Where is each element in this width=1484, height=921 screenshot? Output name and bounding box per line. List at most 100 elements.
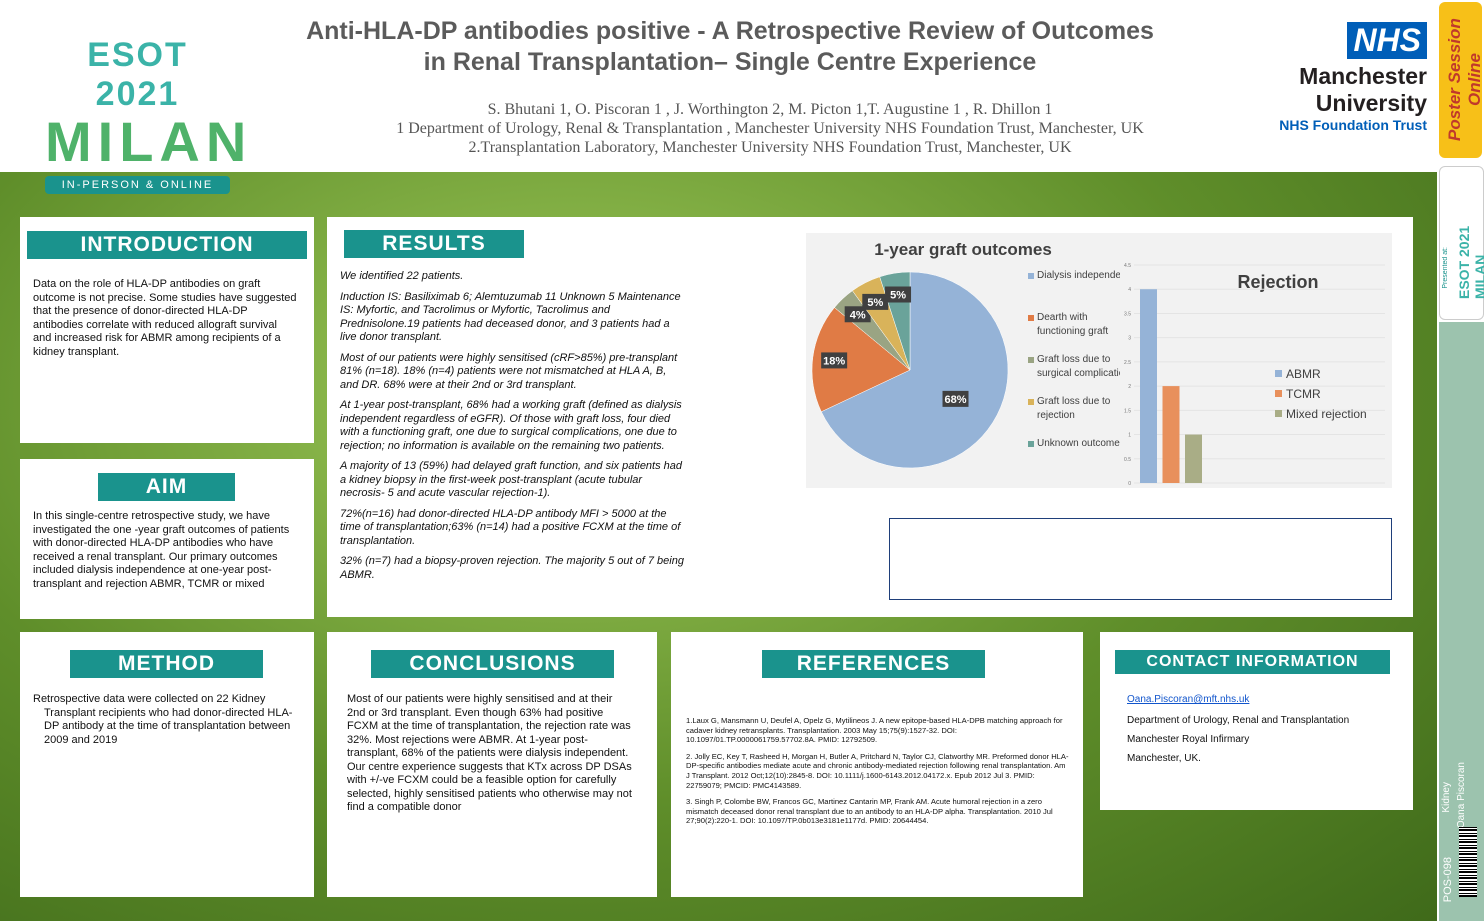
legend-swatch [1028, 441, 1034, 447]
event: ESOT 2021 MILAN [1456, 225, 1484, 299]
legend-item: Unknown outcome [1028, 437, 1133, 451]
intro-panel: INTRODUCTION Data on the role of HLA-DP … [20, 217, 314, 443]
body: In this single-centre retrospective stud… [33, 510, 290, 590]
legend-label: Dearth with functioning graft [1037, 312, 1109, 337]
topic: Kidney [1441, 782, 1452, 813]
heading: INTRODUCTION [27, 231, 307, 259]
org: Manchester University [1299, 63, 1427, 116]
address-line: Manchester, UK. [1127, 753, 1201, 764]
legend-label: Graft loss due to surgical complication [1037, 354, 1130, 379]
email[interactable]: Oana.Piscoran@mft.nhs.uk [1127, 694, 1250, 705]
legend-label: Dialysis independent [1037, 270, 1130, 281]
logo-text: ESOT 2021 [87, 36, 188, 113]
heading: CONCLUSIONS [371, 650, 614, 678]
nhs-mark: NHS [1347, 22, 1427, 59]
legend-swatch [1028, 399, 1034, 405]
legend-label: Graft loss due to rejection [1037, 396, 1111, 421]
legend-swatch [1028, 357, 1034, 363]
reference: 1.Laux G, Mansmann U, Deufel A, Opelz G,… [686, 716, 1063, 745]
legend-label: Unknown outcome [1037, 438, 1120, 449]
body: We identified 22 patients. Induction IS: … [340, 270, 685, 589]
body: Most of our patients were highly sensiti… [347, 693, 632, 813]
authors: S. Bhutani 1, O. Piscoran 1 , J. Worthin… [270, 100, 1270, 157]
conclusions-panel: CONCLUSIONS Most of our patients were hi… [327, 632, 657, 897]
title-line: in Renal Transplantation– Single Centre … [423, 48, 1037, 76]
paragraph: We identified 22 patients. [340, 270, 464, 282]
legend-label: Mixed rejection [1286, 407, 1367, 421]
legend-label: TCMR [1286, 387, 1321, 401]
legend-item: Dialysis independent [1028, 269, 1133, 283]
barcode [1459, 827, 1477, 897]
paragraph: At 1-year post-transplant, 68% had a wor… [340, 399, 682, 452]
aim-panel: AIM In this single-centre retrospective … [20, 459, 314, 619]
title: Anti-HLA-DP antibodies positive - A Retr… [270, 16, 1190, 78]
bar [1140, 289, 1157, 483]
address-line: Department of Urology, Renal and Transpl… [1127, 715, 1350, 726]
bar [1185, 434, 1202, 483]
author-line: 2.Transplantation Laboratory, Manchester… [468, 139, 1072, 156]
body: 1.Laux G, Mansmann U, Deufel A, Opelz G,… [686, 716, 1071, 833]
body: Data on the role of HLA-DP antibodies on… [33, 278, 297, 358]
y-tick-label: 4.5 [1124, 263, 1131, 269]
legend-swatch [1028, 315, 1034, 321]
esot-logo: ESOT 2021 MILAN IN-PERSON & ONLINE [45, 36, 253, 194]
author-line: 1 Department of Urology, Renal & Transpl… [396, 120, 1144, 137]
badge: Poster Session Online [1439, 2, 1484, 158]
y-tick-label: 0.5 [1124, 457, 1131, 463]
nhs-logo: NHS Manchester University NHS Foundation… [1195, 22, 1427, 133]
label-box [885, 286, 912, 303]
empty-box [889, 518, 1392, 600]
legend-item: Graft loss due to rejection [1028, 395, 1133, 423]
heading: CONTACT INFORMATION [1115, 650, 1390, 674]
bar-chart: Rejection 0 0.5 1 1.5 2 2.5 3 3.5 4 4.5 ABMR TCMR Mix… [1120, 233, 1392, 488]
logo-text: MILAN [45, 110, 253, 173]
y-tick-label: 2 [1128, 384, 1131, 390]
heading: AIM [98, 473, 235, 501]
value-label: 5% [867, 297, 883, 309]
reference: 3. Singh P, Colombe BW, Francos GC, Mart… [686, 797, 1053, 826]
paragraph: A majority of 13 (59%) had delayed graft… [340, 460, 683, 499]
title-line: Anti-HLA-DP antibodies positive - A Retr… [306, 17, 1154, 45]
heading: RESULTS [344, 230, 524, 258]
presented: Presented at: [1442, 247, 1449, 289]
label-box [844, 306, 871, 323]
pie-slice [811, 307, 911, 413]
address-line: Manchester Royal Infirmary [1127, 734, 1250, 745]
value-label: 4% [850, 309, 866, 321]
paragraph: 72%(n=16) had donor-directed HLA-DP anti… [340, 507, 681, 547]
method-panel: METHOD Retrospective data were collected… [20, 632, 314, 897]
legend-label: ABMR [1286, 367, 1321, 381]
value-label: 18% [823, 355, 845, 367]
bar-svg: Rejection 0 0.5 1 1.5 2 2.5 3 3.5 4 4.5 ABMR TCMR Mix… [1120, 233, 1392, 488]
references-panel: REFERENCES 1.Laux G, Mansmann U, Deufel … [671, 632, 1083, 897]
presenter: Oana Piscoran [1456, 762, 1467, 829]
label-box [862, 293, 889, 310]
legend-swatch [1275, 390, 1282, 397]
paragraph: Induction IS: Basiliximab 6; Alemtuzumab… [340, 290, 681, 344]
y-tick-label: 3 [1128, 336, 1131, 342]
heading: METHOD [70, 650, 263, 678]
label-box [942, 390, 969, 407]
value-label: 68% [944, 394, 966, 406]
y-tick-label: 1.5 [1124, 408, 1131, 414]
legend-item: Dearth with functioning graft [1028, 311, 1133, 339]
address: Department of Urology, Renal and Transpl… [1127, 711, 1349, 768]
reference: 2. Jolly EC, Key T, Rasheed H, Morgan H,… [686, 751, 1069, 790]
code: POS-098 [1442, 857, 1454, 903]
value-label: 5% [890, 290, 906, 302]
heading: REFERENCES [762, 650, 985, 678]
y-tick-label: 4 [1128, 287, 1131, 293]
logo-text: IN-PERSON & ONLINE [45, 176, 230, 194]
paragraph: 32% (n=7) had a biopsy-proven rejection.… [340, 555, 684, 581]
event-badge: Presented at: ESOT 2021 MILAN [1439, 166, 1484, 320]
badge-text: Poster Session Online [1445, 18, 1484, 142]
y-tick-label: 2.5 [1124, 360, 1131, 366]
pie-slice [820, 271, 1009, 469]
trust: NHS Foundation Trust [1279, 117, 1427, 133]
body: Retrospective data were collected on 22 … [33, 693, 293, 746]
paragraph: Most of our patients were highly sensiti… [340, 351, 678, 391]
legend-swatch [1275, 370, 1282, 377]
chart-title: Rejection [1237, 272, 1318, 292]
y-tick-label: 3.5 [1124, 311, 1131, 317]
